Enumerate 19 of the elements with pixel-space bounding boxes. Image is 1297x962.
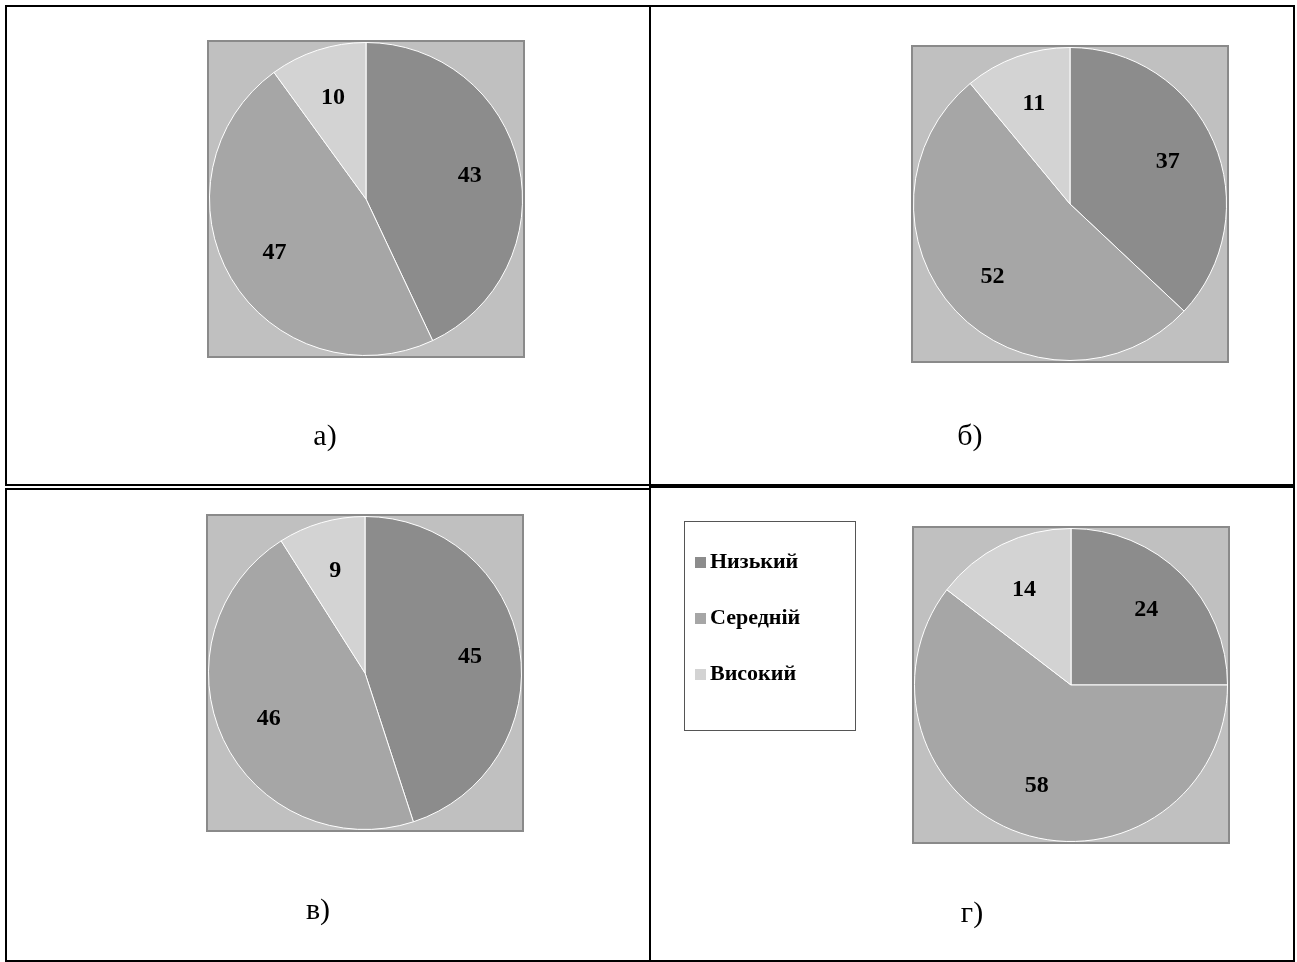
text: в) xyxy=(304,892,332,926)
data-label: 45 xyxy=(458,641,483,668)
text: а) xyxy=(312,418,338,452)
text: б) xyxy=(956,418,984,452)
legend-label: Низький xyxy=(709,548,800,574)
data-label: 9 xyxy=(329,556,342,583)
legend-label: Середній xyxy=(709,604,802,630)
data-label: 46 xyxy=(256,703,281,730)
data-label: 43 xyxy=(457,160,482,187)
data-label: 52 xyxy=(980,262,1005,289)
data-label: 14 xyxy=(1011,574,1036,601)
data-label: 37 xyxy=(1155,146,1180,173)
legend-label: Високий xyxy=(709,660,798,686)
data-label: 11 xyxy=(1022,89,1046,116)
text: г) xyxy=(959,895,985,929)
data-label: 47 xyxy=(262,238,287,265)
data-label: 24 xyxy=(1134,594,1159,621)
data-label: 10 xyxy=(321,82,346,109)
data-label: 58 xyxy=(1024,770,1049,797)
